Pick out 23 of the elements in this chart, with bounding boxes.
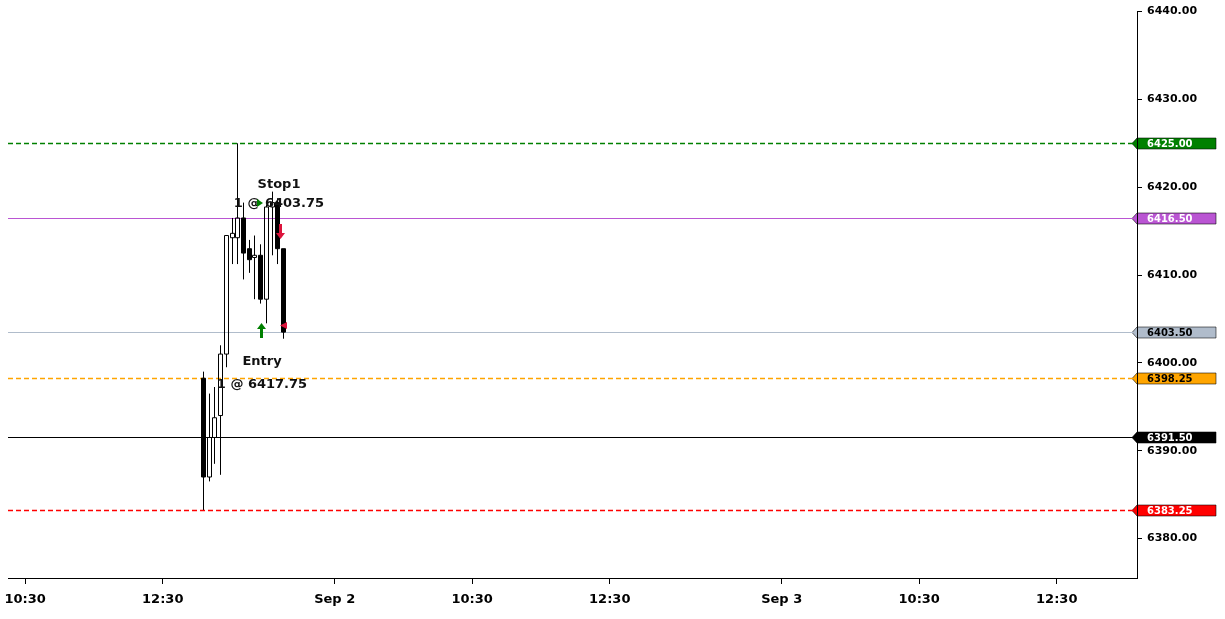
y-tick-label: 6420.00 [1147,180,1198,194]
y-tick-label: 6400.00 [1147,355,1198,369]
ref-line-label: 6416.50 [1147,212,1193,224]
y-tick-label: 6410.00 [1147,267,1198,281]
annotation: Stop1 [257,176,301,192]
annotation: Entry [242,353,283,369]
y-tick-label: 6440.00 [1147,4,1198,18]
ref-line-label: 6425.00 [1147,137,1193,149]
x-tick-label: 12:30 [589,591,631,607]
y-tick-label: 6380.00 [1147,531,1198,545]
x-tick-label: 10:30 [4,591,46,607]
ref-line-label: 6403.50 [1147,326,1193,338]
y-tick-label: 6430.00 [1147,92,1198,106]
x-tick-label: 12:30 [142,591,184,607]
x-tick-label: 10:30 [898,591,940,607]
ref-line-label: 6398.25 [1147,372,1193,384]
x-tick-label: Sep 2 [314,591,356,607]
x-tick-label: 12:30 [1036,591,1078,607]
ref-line-label: 6383.25 [1147,504,1193,516]
x-tick-label: 10:30 [451,591,493,607]
y-tick-label: 6390.00 [1147,443,1198,457]
x-tick-label: Sep 3 [761,591,803,607]
ref-line-label: 6391.50 [1147,431,1193,443]
